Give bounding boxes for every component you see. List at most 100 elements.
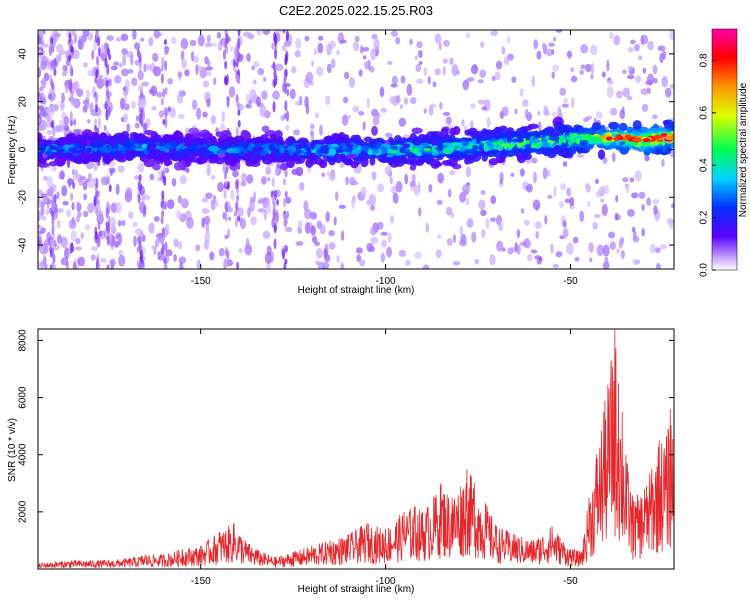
spectrogram-band-halo — [318, 159, 328, 169]
spectrogram-speckle — [213, 201, 219, 208]
spectrogram-striation — [72, 30, 76, 36]
spectrogram-speckle — [370, 48, 377, 61]
spectrogram-speckle — [613, 34, 621, 46]
spectrogram-speckle — [467, 77, 475, 82]
snr-y-tick-label: 6000 — [18, 386, 29, 409]
spectrogram-band-core — [442, 142, 453, 146]
spectrogram-speckle — [76, 201, 80, 211]
spectrogram-speckle — [78, 177, 84, 187]
spectrogram-speckle — [87, 172, 92, 181]
spectrogram-speckle — [131, 77, 138, 87]
spectrogram-speckle — [438, 42, 442, 51]
spectrogram-speckle — [84, 224, 91, 231]
spectrogram-speckle — [230, 188, 235, 201]
spectrogram-speckle — [647, 40, 654, 51]
spectrogram-band-halo — [662, 119, 670, 126]
spectrogram-speckle — [368, 194, 377, 206]
spectrogram-speckle — [151, 106, 158, 111]
spectrogram-speckle — [87, 69, 96, 77]
spectrogram-speckle — [43, 263, 48, 269]
spectrogram-speckle — [310, 225, 317, 236]
spectrogram-speckle — [622, 69, 627, 75]
spectrogram-speckle — [657, 45, 666, 52]
spectrogram-speckle — [550, 243, 554, 254]
spectrogram-speckle — [312, 212, 318, 220]
spectrogram-speckle — [560, 183, 567, 191]
spectrogram-speckle — [60, 123, 65, 134]
spectrogram-speckle — [63, 115, 70, 126]
spectrogram-speckle — [595, 111, 603, 120]
spectrogram-speckle — [398, 249, 406, 258]
spectrogram-speckle — [110, 265, 115, 269]
spectrogram-speckle — [391, 30, 398, 37]
spectrogram-speckle — [202, 80, 210, 88]
spectrogram-speckle — [305, 103, 310, 115]
spectrogram-speckle — [425, 222, 430, 234]
spectrogram-speckle — [177, 113, 185, 120]
spectrogram-speckle — [110, 65, 118, 71]
spectrogram-speckle — [205, 192, 213, 200]
spectrogram-striation — [283, 112, 287, 119]
spectrogram-speckle — [594, 178, 599, 185]
spectrogram-speckle — [65, 209, 72, 218]
spectrogram-speckle — [75, 246, 82, 251]
spectrogram-speckle — [602, 157, 608, 165]
spectrogram-speckle — [535, 231, 539, 239]
spectrogram-speckle — [580, 44, 589, 54]
spectrogram-speckle — [41, 43, 49, 48]
spectrogram-speckle — [561, 103, 569, 108]
spectrogram-speckle — [76, 215, 80, 223]
spectrogram-band-core — [119, 147, 127, 152]
spectrogram-speckle — [246, 174, 254, 184]
spectrogram-speckle — [210, 42, 218, 47]
spectrogram-speckle — [51, 165, 57, 172]
spectrogram-speckle — [523, 238, 531, 249]
spectrogram-band-core — [496, 144, 504, 151]
snr-series-line — [38, 329, 674, 569]
spectrogram-band-core — [127, 149, 137, 155]
spectrogram-speckle — [328, 229, 335, 237]
spectrogram-speckle — [417, 181, 421, 193]
spectrogram-speckle — [249, 88, 257, 101]
spectrogram-speckle — [72, 261, 77, 269]
spectrogram-speckle — [113, 61, 120, 66]
spectrogram-striation — [142, 110, 146, 122]
spectrogram-speckle — [579, 210, 585, 223]
spectrogram-striation — [164, 108, 168, 120]
spectrogram-speckle — [618, 238, 623, 249]
spectrogram-speckle — [391, 75, 398, 85]
spectrogram-speckle — [47, 105, 56, 117]
spectrogram-speckle — [328, 172, 336, 182]
spectrogram-speckle — [185, 127, 189, 135]
spectrogram-speckle — [563, 228, 569, 238]
spectrogram-speckle — [370, 108, 379, 117]
spectrogram-speckle — [428, 105, 434, 116]
spectrogram-speckle — [389, 176, 393, 185]
spectrogram-speckle — [40, 215, 47, 221]
colorbar-ticks: 0.0 0.2 0.4 0.6 0.8 — [699, 53, 716, 277]
spectrogram-striation — [108, 184, 112, 193]
spectrogram-speckle — [638, 191, 646, 199]
spectrogram-striation — [51, 82, 55, 91]
spectrogram-speckle — [445, 116, 452, 125]
spectrogram-striation — [106, 235, 110, 246]
spectrogram-speckle — [80, 260, 85, 267]
spectrogram-speckle — [535, 204, 540, 212]
spectrogram-band-core — [51, 151, 56, 157]
spectrogram-speckle — [205, 221, 210, 233]
spectrogram-striation — [274, 214, 278, 226]
spectrogram-striation — [139, 249, 143, 261]
spectrogram-striation — [224, 201, 228, 213]
spectrogram-speckle — [38, 243, 46, 249]
spectrogram-speckle — [321, 172, 325, 177]
spectrogram-speckle — [490, 30, 499, 36]
spectrogram-speckle — [96, 78, 105, 89]
spectrogram-striation — [236, 102, 240, 110]
spectrogram-speckle — [45, 208, 50, 216]
spectrogram-band-core — [408, 145, 414, 152]
spectrogram-speckle — [462, 184, 470, 195]
spectrogram-speckle — [171, 177, 177, 187]
spectrogram-striation — [140, 230, 144, 239]
spectrogram-speckle — [285, 196, 292, 204]
spectrogram-speckle — [120, 68, 129, 77]
